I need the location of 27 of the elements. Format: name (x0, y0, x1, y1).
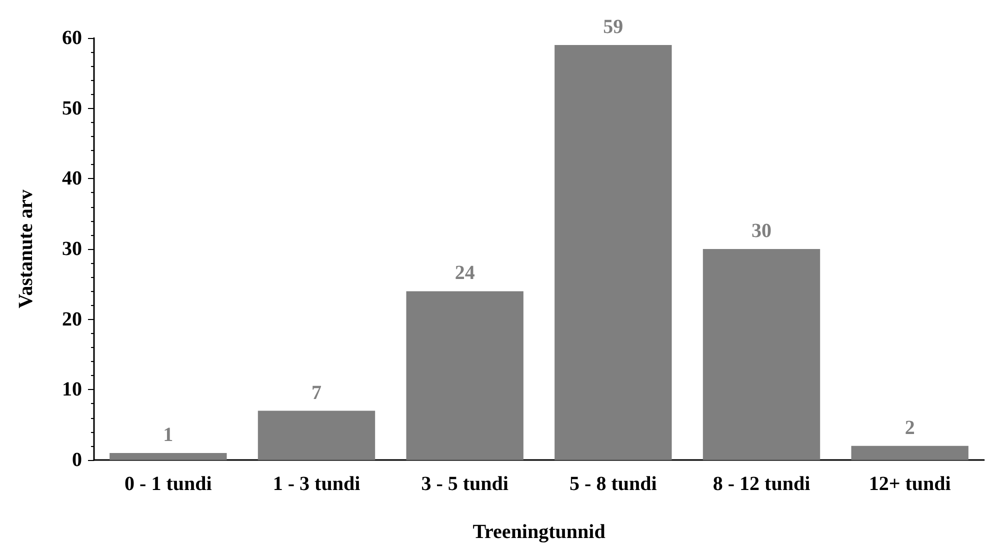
x-axis-title: Treeningtunnid (472, 521, 606, 543)
bar (851, 446, 968, 460)
bar (554, 45, 672, 460)
data-label: 7 (312, 382, 322, 404)
x-tick-label: 12+ tundi (868, 473, 952, 495)
data-label: 59 (603, 16, 624, 38)
x-tick-label: 1 - 3 tundi (272, 473, 361, 495)
bar (258, 410, 376, 460)
y-tick-label: 50 (62, 97, 82, 120)
bar (406, 291, 524, 460)
y-tick-label: 20 (62, 308, 82, 330)
x-tick-label: 5 - 8 tundi (570, 473, 658, 495)
y-tick-label: 30 (62, 238, 82, 260)
data-label: 24 (454, 262, 475, 284)
y-tick-label: 40 (62, 168, 82, 190)
x-tick-label: 8 - 12 tundi (712, 473, 811, 495)
y-axis-title: Vastanute arv (15, 190, 37, 308)
data-label: 2 (904, 416, 915, 439)
x-tick-label: 3 - 5 tundi (421, 473, 509, 495)
y-tick-label: 10 (62, 378, 82, 401)
y-tick-label: 60 (62, 27, 82, 49)
x-tick-label: 0 - 1 tundi (124, 473, 212, 495)
data-label: 1 (163, 424, 174, 446)
bar (110, 452, 227, 460)
y-tick-label: 0 (72, 449, 82, 471)
data-label: 30 (752, 220, 772, 242)
bar (702, 249, 820, 460)
